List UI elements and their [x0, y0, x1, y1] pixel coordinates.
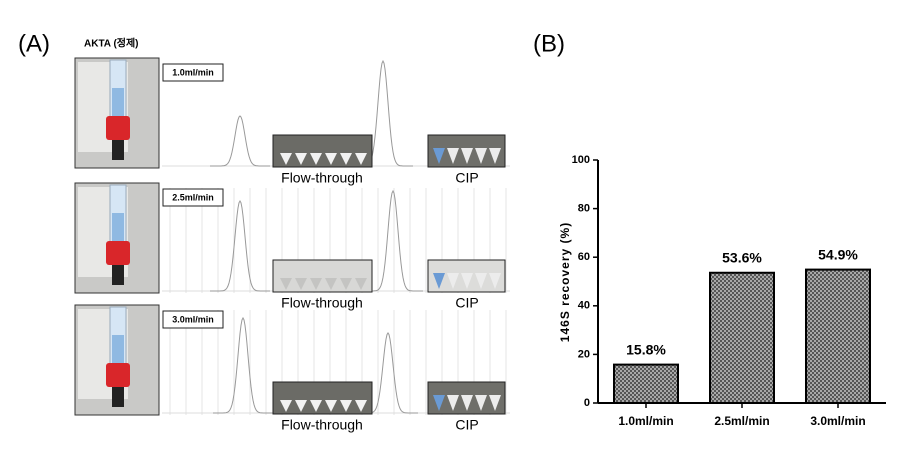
- rate-label: 3.0ml/min: [172, 314, 214, 324]
- tube-icon: [340, 278, 352, 290]
- bar: [613, 363, 679, 404]
- tube-liquid: [112, 88, 124, 116]
- clamp: [106, 241, 130, 265]
- flow-image: [272, 134, 373, 168]
- tube-icon: [295, 278, 307, 290]
- trace-peak: [213, 316, 273, 414]
- tube-liquid: [112, 213, 124, 241]
- y-tick-label: 60: [578, 251, 590, 263]
- connector: [112, 140, 124, 160]
- value-label: 53.6%: [722, 249, 762, 265]
- clamp: [106, 116, 130, 140]
- panel-label: (B): [533, 30, 565, 57]
- tube-icon: [280, 153, 292, 165]
- tube-icon: [433, 273, 445, 289]
- flow-image: [272, 259, 373, 293]
- rate-box: [162, 63, 224, 82]
- tube-icon: [489, 395, 501, 411]
- tube-icon: [310, 153, 322, 165]
- tube-icon: [295, 153, 307, 165]
- tube-icon: [461, 148, 473, 164]
- panel-label: (A): [18, 30, 50, 57]
- tube-icon: [310, 278, 322, 290]
- tube-icon: [433, 395, 445, 411]
- tube-liquid: [112, 335, 124, 363]
- tube-icon: [447, 273, 459, 289]
- tube-icon: [489, 273, 501, 289]
- tube-icon: [355, 153, 367, 165]
- tube-icon: [447, 148, 459, 164]
- tube-icon: [447, 395, 459, 411]
- rate-box: [162, 188, 224, 207]
- tube-icon: [295, 400, 307, 412]
- tube-icon: [489, 148, 501, 164]
- value-label: 54.9%: [818, 246, 858, 262]
- x-tick-label: 1.0ml/min: [618, 414, 673, 428]
- flow-image: [272, 381, 373, 415]
- connector: [112, 387, 124, 407]
- tube-icon: [325, 278, 337, 290]
- tube-icon: [461, 395, 473, 411]
- connector: [112, 265, 124, 285]
- tube-icon: [325, 153, 337, 165]
- x-tick-label: 2.5ml/min: [714, 414, 769, 428]
- row: 3.0ml/min Flow-through CIP: [74, 304, 510, 433]
- tube-icon: [340, 153, 352, 165]
- row: 2.5ml/min Flow-through CIP: [74, 182, 510, 311]
- tube-icon: [475, 273, 487, 289]
- trace-peak: [210, 115, 270, 167]
- y-tick-label: 40: [578, 300, 590, 312]
- rate-label: 2.5ml/min: [172, 192, 214, 202]
- tube-icon: [280, 278, 292, 290]
- flow-label: Flow-through: [281, 295, 363, 311]
- bar-chart: 146S recovery (%) 0 20 40 60 80 100 1.0ml/min 1…: [558, 154, 886, 428]
- bar: [805, 268, 871, 404]
- cip-label: CIP: [455, 295, 478, 311]
- cip-label: CIP: [455, 417, 478, 433]
- rate-label: 1.0ml/min: [172, 67, 214, 77]
- tube-icon: [355, 278, 367, 290]
- cip-label: CIP: [455, 170, 478, 186]
- trace-peak: [363, 189, 423, 292]
- tube-icon: [280, 400, 292, 412]
- row: 1.0ml/min Flow-through CIP: [74, 57, 510, 186]
- y-tick-label: 20: [578, 348, 590, 360]
- tube-icon: [340, 400, 352, 412]
- flow-label: Flow-through: [281, 417, 363, 433]
- y-axis-label: 146S recovery (%): [558, 222, 572, 342]
- trace-peak: [210, 199, 270, 292]
- clamp: [106, 363, 130, 387]
- y-tick-label: 80: [578, 203, 590, 215]
- value-label: 15.8%: [626, 341, 666, 357]
- tube-icon: [325, 400, 337, 412]
- bar: [709, 271, 775, 405]
- tube-icon: [433, 148, 445, 164]
- x-tick-label: 3.0ml/min: [810, 414, 865, 428]
- tube-icon: [355, 400, 367, 412]
- tube-icon: [475, 395, 487, 411]
- tube-icon: [475, 148, 487, 164]
- y-tick-label: 0: [584, 397, 590, 409]
- tube-icon: [310, 400, 322, 412]
- y-tick-label: 100: [572, 154, 590, 166]
- tube-icon: [461, 273, 473, 289]
- panel-title: AKTA (정제): [84, 37, 139, 50]
- flow-label: Flow-through: [281, 170, 363, 186]
- rate-box: [162, 310, 224, 329]
- chromatogram-panel: 1.0ml/min Flow-through CIP 2.5ml/min Flow-th…: [74, 57, 510, 433]
